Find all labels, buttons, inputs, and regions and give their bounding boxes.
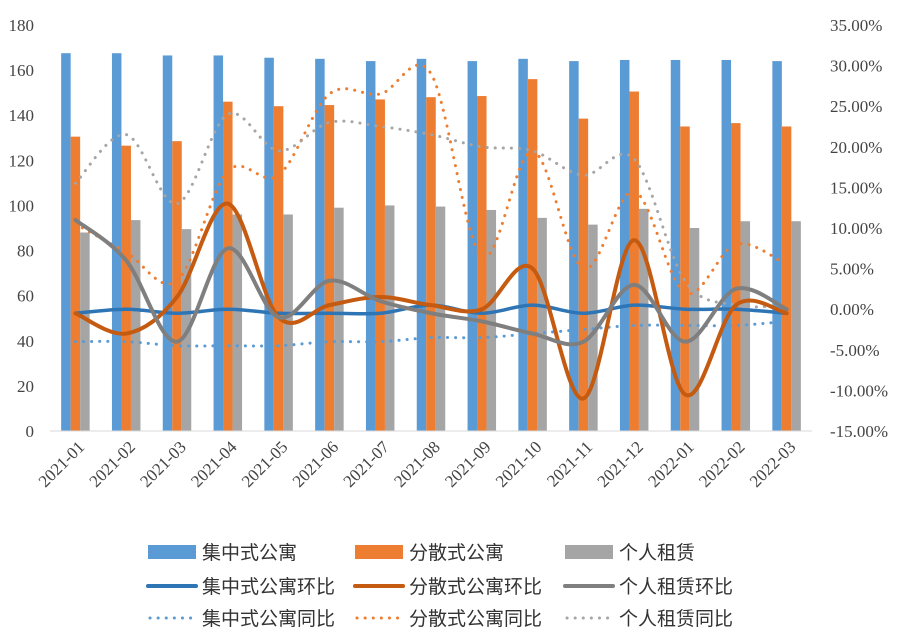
line-2 xyxy=(73,201,789,401)
bar-1-2021-02 xyxy=(111,53,122,431)
x-tick-2021-12: 2021-12 xyxy=(594,437,648,491)
bar-3-2021-07 xyxy=(384,205,395,431)
x-tick-2021-10: 2021-10 xyxy=(492,437,546,491)
y-right-tick-25: 25.00% xyxy=(830,97,882,116)
bar-1-2021-03 xyxy=(162,55,173,431)
bar-1-2022-02 xyxy=(721,59,732,432)
bar-3-2021-04 xyxy=(232,214,243,431)
y-left-tick-20: 20 xyxy=(17,377,34,396)
y-right-tick-5: 5.00% xyxy=(830,260,874,279)
x-tick-2022-01: 2022-01 xyxy=(644,437,698,491)
bar-3-2022-03 xyxy=(791,221,801,431)
bar-1-2022-01 xyxy=(670,59,681,432)
bar-1-2021-08 xyxy=(416,58,427,431)
y-left-tick-140: 140 xyxy=(9,106,35,125)
legend-label-8: 分散式公寓同比 xyxy=(409,608,542,630)
line-4 xyxy=(73,319,789,348)
bars-layer xyxy=(61,53,801,432)
bar-3-2021-12 xyxy=(638,208,649,431)
bar-2-2021-10 xyxy=(527,79,538,431)
legend-label-7: 集中式公寓同比 xyxy=(202,608,335,630)
bar-1-2022-03 xyxy=(772,61,782,432)
bar-3-2022-02 xyxy=(740,221,751,431)
bar-1-2021-05 xyxy=(264,57,274,432)
x-tick-2021-09: 2021-09 xyxy=(441,437,495,491)
y-right-tick-35: 35.00% xyxy=(830,16,882,35)
line-3 xyxy=(73,217,789,347)
legend-swatch-2 xyxy=(355,545,403,559)
x-tick-2021-06: 2021-06 xyxy=(289,437,343,491)
x-tick-2021-05: 2021-05 xyxy=(238,437,292,491)
bar-1-2021-10 xyxy=(518,58,528,431)
bar-2-2021-09 xyxy=(477,96,487,432)
bar-1-2021-04 xyxy=(213,55,224,431)
y-right-tick-20: 20.00% xyxy=(830,138,882,157)
bar-1-2021-06 xyxy=(315,58,325,431)
legend-label-6: 个人租赁环比 xyxy=(619,576,733,598)
bar-1-2021-01 xyxy=(61,53,71,431)
y-left-tick-40: 40 xyxy=(17,332,34,351)
y-left-tick-100: 100 xyxy=(9,196,35,215)
legend-label-9: 个人租赁同比 xyxy=(619,608,733,630)
bar-2-2021-06 xyxy=(324,105,335,431)
line-5 xyxy=(73,63,789,296)
bar-3-2021-10 xyxy=(537,217,547,431)
x-tick-2021-07: 2021-07 xyxy=(340,437,394,491)
y-left-tick-180: 180 xyxy=(9,16,35,35)
y-right-tick--10: -10.00% xyxy=(830,381,888,400)
lines-layer xyxy=(73,63,789,401)
bar-2-2021-01 xyxy=(70,136,81,431)
x-tick-2021-03: 2021-03 xyxy=(136,437,190,491)
bar-2-2021-11 xyxy=(578,118,589,432)
y-right-tick--15: -15.00% xyxy=(830,422,888,441)
x-tick-2022-02: 2022-02 xyxy=(695,437,749,491)
bar-3-2021-08 xyxy=(435,206,446,431)
bar-2-2022-03 xyxy=(781,126,792,431)
y-left-tick-0: 0 xyxy=(26,422,35,441)
legend-label-5: 分散式公寓环比 xyxy=(409,576,542,598)
bar-3-2022-01 xyxy=(689,228,700,431)
bar-2-2021-12 xyxy=(629,91,639,431)
x-tick-2021-08: 2021-08 xyxy=(390,437,444,491)
x-tick-2021-04: 2021-04 xyxy=(187,437,241,491)
bar-2-2021-07 xyxy=(375,99,385,432)
y-right-tick--5: -5.00% xyxy=(830,341,880,360)
line-6 xyxy=(73,111,789,309)
x-tick-2021-02: 2021-02 xyxy=(86,437,140,491)
bar-2-2021-04 xyxy=(223,101,233,431)
bar-2-2021-08 xyxy=(426,97,436,432)
x-tick-2021-11: 2021-11 xyxy=(543,437,596,490)
y-right-tick-10: 10.00% xyxy=(830,219,882,238)
bar-3-2021-09 xyxy=(486,209,497,431)
bar-3-2021-02 xyxy=(130,220,141,431)
bar-1-2021-09 xyxy=(467,61,478,432)
bar-2-2021-03 xyxy=(172,141,182,431)
legend-label-1: 集中式公寓 xyxy=(202,542,297,564)
bar-1-2021-11 xyxy=(569,61,579,432)
legend-swatch-1 xyxy=(148,545,196,559)
bar-3-2021-06 xyxy=(334,207,344,431)
bar-1-2021-12 xyxy=(619,59,630,432)
bar-3-2021-01 xyxy=(80,232,90,431)
y-right-tick-15: 15.00% xyxy=(830,178,882,197)
legend-swatch-3 xyxy=(565,545,613,559)
bar-2-2022-02 xyxy=(731,123,741,432)
bar-2-2021-02 xyxy=(121,145,131,432)
legend-label-3: 个人租赁 xyxy=(619,542,695,564)
bar-2-2021-05 xyxy=(273,106,284,431)
y-left-tick-120: 120 xyxy=(9,151,35,170)
x-tick-2021-01: 2021-01 xyxy=(35,437,89,491)
y-left-tick-60: 60 xyxy=(17,287,34,306)
y-left-tick-160: 160 xyxy=(9,61,35,80)
legend-label-4: 集中式公寓环比 xyxy=(202,576,335,598)
y-right-tick-0: 0.00% xyxy=(830,300,874,319)
x-tick-2022-03: 2022-03 xyxy=(746,437,800,491)
legend-label-2: 分散式公寓 xyxy=(409,542,504,564)
y-right-tick-30: 30.00% xyxy=(830,57,882,76)
bar-1-2021-07 xyxy=(365,61,376,432)
y-left-tick-80: 80 xyxy=(17,242,34,261)
